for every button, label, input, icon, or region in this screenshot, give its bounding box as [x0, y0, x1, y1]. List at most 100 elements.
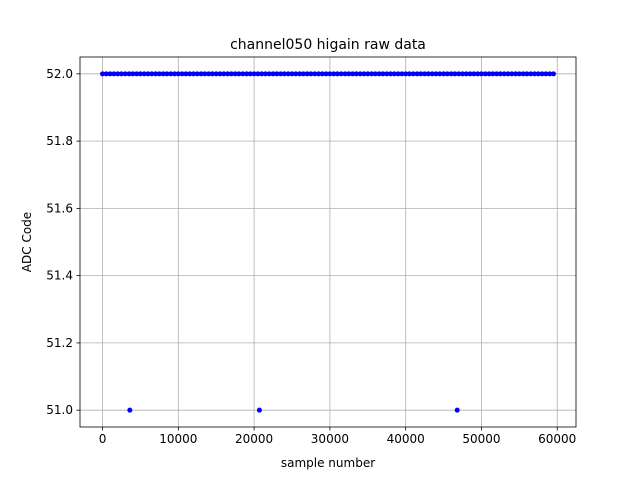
- point: [251, 71, 257, 77]
- point: [115, 71, 121, 77]
- point: [406, 71, 412, 77]
- point: [244, 71, 250, 77]
- point: [437, 71, 443, 77]
- point: [278, 71, 284, 77]
- point: [247, 71, 253, 77]
- point: [501, 71, 507, 77]
- point: [221, 71, 227, 77]
- point: [107, 71, 113, 77]
- point: [209, 71, 215, 77]
- point: [319, 71, 325, 77]
- point: [187, 71, 193, 77]
- point: [217, 71, 223, 77]
- point: [490, 71, 496, 77]
- point: [456, 71, 462, 77]
- point: [103, 71, 109, 77]
- point: [137, 71, 143, 77]
- point: [422, 71, 428, 77]
- point: [190, 71, 196, 77]
- point: [338, 71, 344, 77]
- point: [118, 71, 124, 77]
- point: [433, 71, 439, 77]
- x-tick-label: 40000: [387, 432, 425, 446]
- point: [418, 71, 424, 77]
- point: [127, 407, 133, 413]
- point: [486, 71, 492, 77]
- point: [111, 71, 117, 77]
- point: [228, 71, 234, 77]
- point: [198, 71, 204, 77]
- point: [312, 71, 318, 77]
- point: [259, 71, 265, 77]
- point: [256, 407, 262, 413]
- point: [141, 71, 147, 77]
- point: [528, 71, 534, 77]
- x-tick-label: 0: [99, 432, 107, 446]
- point: [460, 71, 466, 77]
- point: [145, 71, 151, 77]
- point: [297, 71, 303, 77]
- point: [300, 71, 306, 77]
- point: [342, 71, 348, 77]
- x-axis-label: sample number: [281, 456, 375, 470]
- chart-title: channel050 higain raw data: [230, 37, 426, 53]
- point: [316, 71, 322, 77]
- point: [532, 71, 538, 77]
- point: [331, 71, 337, 77]
- point: [274, 71, 280, 77]
- point: [206, 71, 212, 77]
- y-tick-label: 51.6: [46, 201, 73, 215]
- point: [509, 71, 515, 77]
- point: [535, 71, 541, 77]
- point: [327, 71, 333, 77]
- point: [441, 71, 447, 77]
- point: [475, 71, 481, 77]
- point: [194, 71, 200, 77]
- y-tick-label: 51.2: [46, 336, 73, 350]
- point: [524, 71, 530, 77]
- point: [164, 71, 170, 77]
- point: [281, 71, 287, 77]
- x-tick-label: 50000: [462, 432, 500, 446]
- point: [304, 71, 310, 77]
- point: [183, 71, 189, 77]
- point: [365, 71, 371, 77]
- point: [266, 71, 272, 77]
- x-tick-label: 10000: [159, 432, 197, 446]
- point: [513, 71, 519, 77]
- point: [543, 71, 549, 77]
- point: [156, 71, 162, 77]
- point: [505, 71, 511, 77]
- y-tick-label: 51.4: [46, 269, 73, 283]
- y-axis-label: ADC Code: [20, 212, 34, 272]
- point: [293, 71, 299, 77]
- point: [323, 71, 329, 77]
- point: [550, 71, 556, 77]
- point: [463, 71, 469, 77]
- point: [350, 71, 356, 77]
- point: [547, 71, 553, 77]
- point: [134, 71, 140, 77]
- point: [175, 71, 181, 77]
- x-tick-label: 60000: [538, 432, 576, 446]
- point: [429, 71, 435, 77]
- point: [372, 71, 378, 77]
- point: [160, 71, 166, 77]
- point: [308, 71, 314, 77]
- point: [334, 71, 340, 77]
- point: [471, 71, 477, 77]
- point: [399, 71, 405, 77]
- point: [497, 71, 503, 77]
- point: [179, 71, 185, 77]
- point: [357, 71, 363, 77]
- point: [494, 71, 500, 77]
- point: [100, 71, 106, 77]
- point: [467, 71, 473, 77]
- point: [202, 71, 208, 77]
- point: [369, 71, 375, 77]
- plot-frame: [79, 56, 577, 428]
- point: [478, 71, 484, 77]
- point: [482, 71, 488, 77]
- point: [395, 71, 401, 77]
